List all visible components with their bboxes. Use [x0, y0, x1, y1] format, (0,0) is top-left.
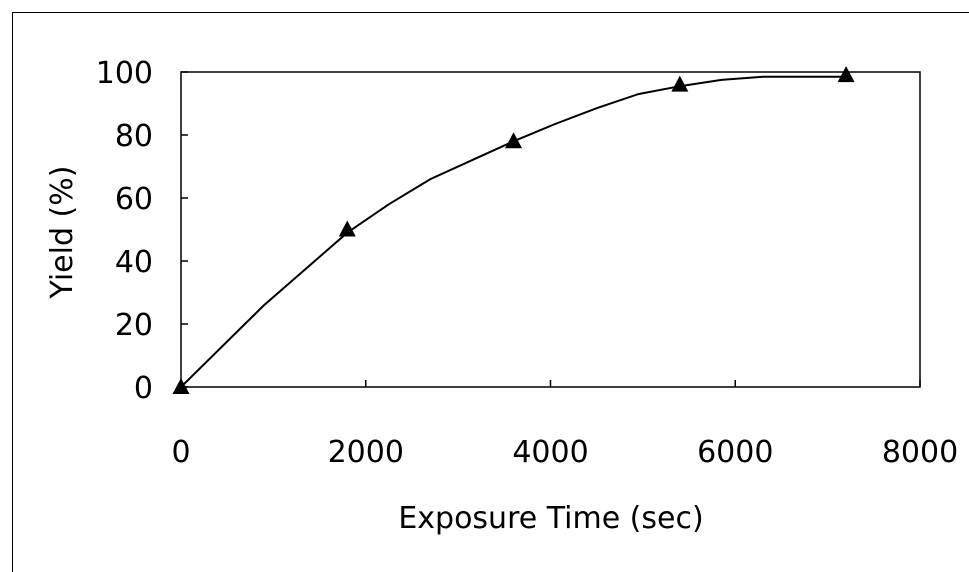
- y-axis-label: Yield (%): [45, 166, 80, 300]
- data-point-triangle: [671, 75, 689, 92]
- measured-markers: [172, 66, 855, 394]
- y-tick-label: 100: [96, 56, 153, 91]
- data-point-triangle: [505, 132, 523, 149]
- x-tick-label: 4000: [512, 435, 588, 470]
- x-tick-label: 0: [171, 435, 190, 470]
- y-tick-label: 0: [134, 371, 153, 406]
- y-axis-ticks: 0 20 40 60 80 100: [96, 56, 188, 406]
- y-tick-label: 60: [115, 182, 153, 217]
- chart-frame: [12, 12, 969, 572]
- y-tick-label: 20: [115, 308, 153, 343]
- x-tick-label: 8000: [882, 435, 958, 470]
- x-axis-ticks: 0 2000 4000 6000 8000: [171, 380, 958, 470]
- fitted-curve-line: [180, 75, 847, 388]
- y-tick-label: 80: [115, 119, 153, 154]
- y-tick-label: 40: [115, 245, 153, 280]
- data-point-triangle: [338, 220, 356, 237]
- plot-area: [180, 71, 921, 388]
- data-point-triangle: [172, 378, 190, 394]
- x-tick-label: 6000: [697, 435, 773, 470]
- x-axis-label: Exposure Time (sec): [398, 501, 703, 536]
- x-tick-label: 2000: [328, 435, 404, 470]
- data-point-triangle: [837, 66, 855, 83]
